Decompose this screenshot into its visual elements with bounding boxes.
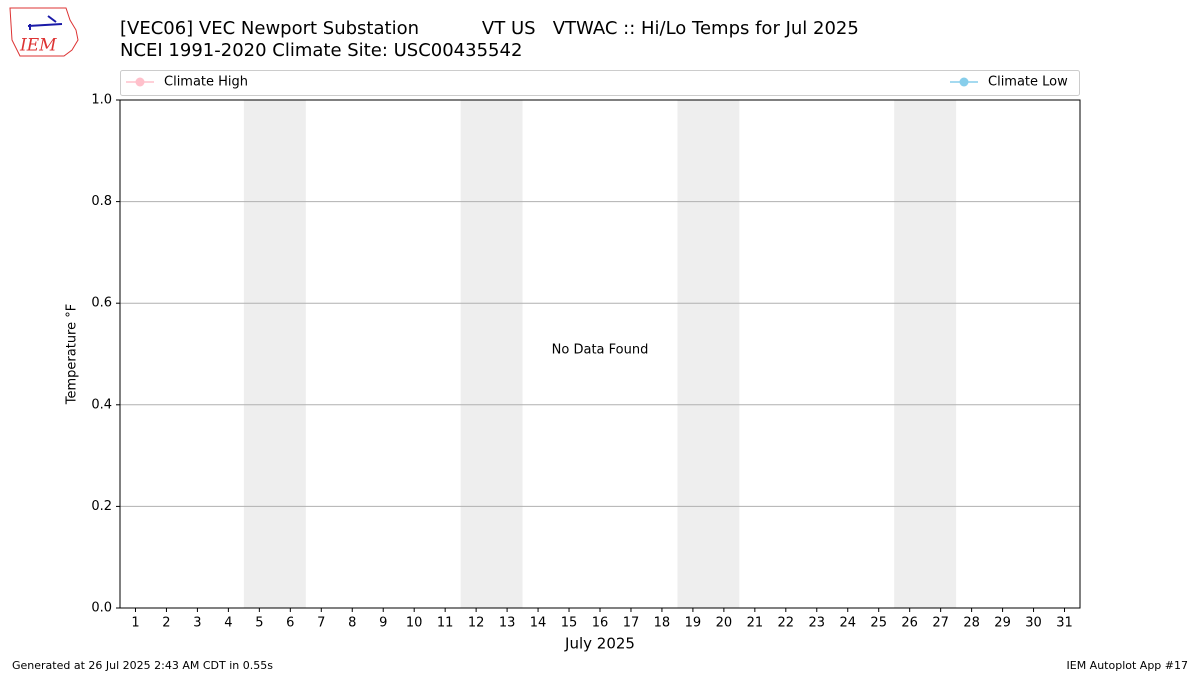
x-tick-label: 16: [592, 616, 609, 631]
x-tick-label: 24: [839, 616, 856, 631]
y-tick-label: 0.6: [91, 296, 112, 311]
x-tick-label: 1: [131, 616, 139, 631]
x-tick-label: 30: [1025, 616, 1042, 631]
weekend-band: [243, 100, 306, 608]
y-axis-label: Temperature °F: [65, 304, 80, 405]
logo-icon: [27, 15, 63, 30]
weekend-band: [677, 100, 740, 608]
x-tick-label: 4: [224, 616, 232, 631]
y-tick-label: 0.0: [91, 601, 112, 616]
weekend-band: [460, 100, 523, 608]
x-tick-label: 18: [654, 616, 671, 631]
x-tick-label: 29: [994, 616, 1011, 631]
logo: IEM: [9, 7, 79, 57]
x-tick-label: 3: [193, 616, 201, 631]
x-tick-label: 6: [286, 616, 294, 631]
x-tick-label: 22: [778, 616, 795, 631]
x-tick-label: 20: [716, 616, 733, 631]
chart-title: [VEC06] VEC Newport Substation VT US VTW…: [120, 18, 859, 39]
x-tick-label: 14: [530, 616, 547, 631]
legend-label: Climate Low: [988, 75, 1068, 90]
x-tick-label: 7: [317, 616, 325, 631]
x-tick-label: 17: [623, 616, 640, 631]
y-tick-label: 0.4: [91, 397, 112, 412]
logo-text: IEM: [19, 36, 57, 56]
x-tick-label: 31: [1056, 616, 1073, 631]
annotation: No Data Found: [552, 343, 649, 358]
y-tick-label: 0.2: [91, 499, 112, 514]
legend-box: [120, 70, 1080, 96]
footer-right: IEM Autoplot App #17: [1067, 659, 1189, 672]
legend-marker: [959, 77, 969, 87]
x-tick-label: 8: [348, 616, 356, 631]
weekend-band: [894, 100, 957, 608]
x-axis-label: July 2025: [564, 635, 635, 653]
logo-outline: [9, 7, 79, 57]
chart-subtitle: NCEI 1991-2020 Climate Site: USC00435542: [120, 40, 522, 61]
legend-label: Climate High: [164, 75, 248, 90]
footer-left: Generated at 26 Jul 2025 2:43 AM CDT in …: [12, 659, 273, 672]
y-tick-label: 1.0: [91, 93, 112, 108]
x-tick-label: 23: [809, 616, 826, 631]
plot-frame: [119, 99, 1081, 609]
x-tick-label: 10: [406, 616, 423, 631]
x-tick-label: 25: [870, 616, 887, 631]
x-tick-label: 27: [932, 616, 949, 631]
x-tick-label: 5: [255, 616, 263, 631]
x-tick-label: 13: [499, 616, 516, 631]
x-tick-label: 19: [685, 616, 702, 631]
x-tick-label: 12: [468, 616, 485, 631]
x-tick-label: 26: [901, 616, 918, 631]
x-tick-label: 28: [963, 616, 980, 631]
y-tick-label: 0.8: [91, 194, 112, 209]
legend-marker: [135, 77, 145, 87]
x-tick-label: 11: [437, 616, 454, 631]
x-tick-label: 9: [379, 616, 387, 631]
x-tick-label: 21: [747, 616, 764, 631]
x-tick-label: 15: [561, 616, 578, 631]
x-tick-label: 2: [162, 616, 170, 631]
